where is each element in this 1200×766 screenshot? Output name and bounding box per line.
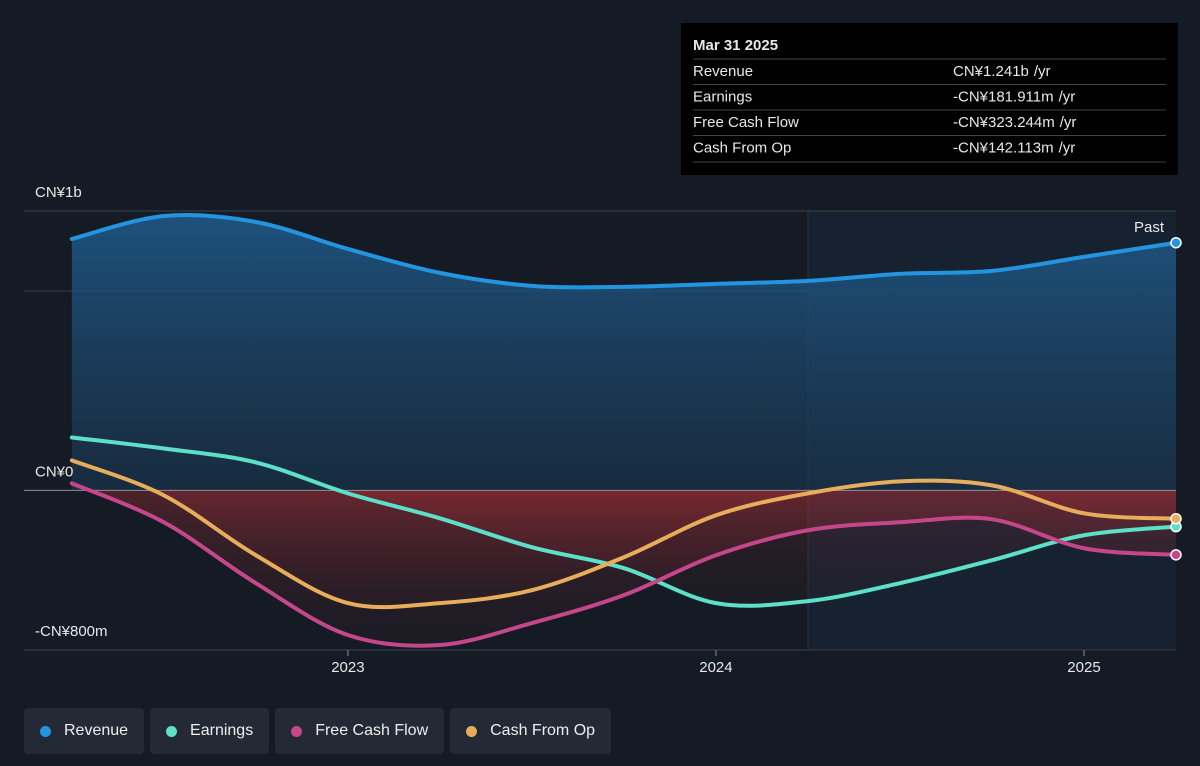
series-line [69, 458, 1178, 610]
legend-label: Free Cash Flow [315, 722, 429, 739]
tooltip-value: -CN¥142.113m [953, 139, 1054, 156]
tooltip-title: Mar 31 2025 [693, 37, 778, 54]
area [71, 490, 1176, 608]
tooltip-label: Earnings [693, 88, 752, 105]
tooltip [681, 23, 1178, 175]
annotation: Past [1134, 219, 1165, 236]
legend-label: Cash From Op [490, 722, 596, 739]
end-point [1170, 236, 1182, 249]
series-line [69, 435, 1178, 608]
end-point [1170, 549, 1182, 561]
tooltip-value: -CN¥181.911m [953, 88, 1054, 105]
area [71, 214, 1176, 491]
tooltip-unit: /yr [1059, 88, 1076, 105]
legend-dot [466, 725, 478, 737]
y-tick-label: -CN¥800m [35, 623, 108, 640]
tooltip-unit: /yr [1034, 63, 1051, 80]
chart: -CN¥800m CN¥0 CN¥1b 2023 2024 2025 Past Mar 3… [24, 23, 1182, 676]
legend-label: Earnings [190, 722, 254, 739]
x-tick-label: 2023 [331, 659, 364, 676]
legend-label: Revenue [64, 722, 129, 739]
x-tick-label: 2024 [699, 659, 732, 676]
legend-item[interactable]: Free Cash Flow [275, 708, 445, 754]
series-line [69, 212, 1178, 290]
tooltip-unit: /yr [1060, 114, 1077, 131]
tooltip-value: CN¥1.241b [953, 63, 1029, 80]
tooltip-label: Cash From Op [693, 139, 791, 156]
y-tick-label: CN¥1b [35, 184, 82, 201]
tooltip-label: Revenue [693, 63, 753, 80]
legend-dot [40, 725, 51, 737]
legend-item[interactable]: Revenue [24, 708, 145, 754]
legend-item[interactable]: Earnings [150, 708, 270, 754]
series-line [69, 481, 1178, 648]
legend-dot [166, 725, 178, 737]
tooltip-value: -CN¥323.244m [953, 114, 1055, 131]
x-tick-label: 2025 [1067, 659, 1100, 676]
tooltip-unit: /yr [1059, 139, 1076, 156]
legend: Revenue Earnings Free Cash Flow Cash From O… [24, 708, 612, 754]
tooltip-label: Free Cash Flow [693, 114, 799, 131]
legend-dot [291, 725, 303, 737]
end-point [1170, 512, 1182, 525]
legend-item[interactable]: Cash From Op [450, 708, 612, 754]
y-tick-label: CN¥0 [35, 463, 73, 480]
